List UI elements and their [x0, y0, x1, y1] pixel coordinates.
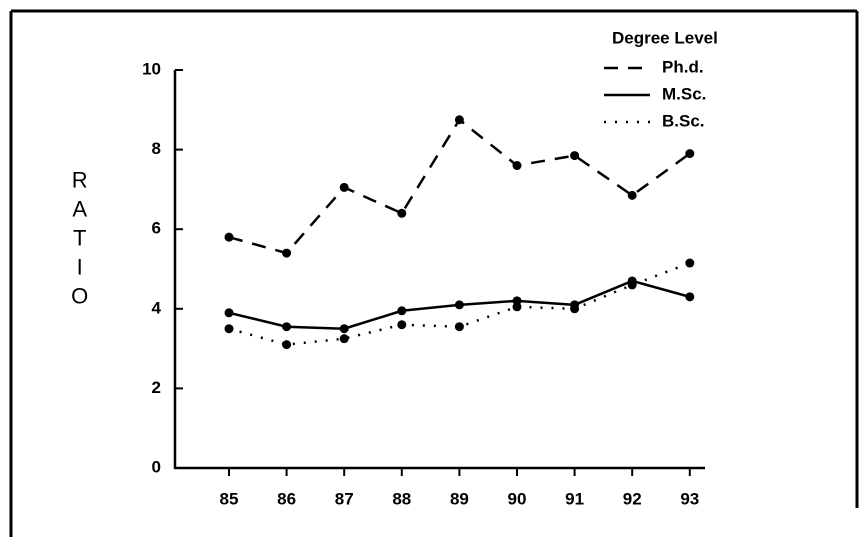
- data-point: [339, 324, 349, 334]
- data-point: [570, 151, 580, 161]
- y-tick-label: 10: [142, 59, 161, 78]
- x-tick-label: 91: [565, 489, 584, 508]
- data-point: [224, 308, 234, 318]
- data-point: [685, 149, 695, 159]
- data-point: [627, 280, 637, 290]
- series-line: [228, 117, 691, 255]
- data-point: [512, 302, 522, 312]
- x-tick-label: 90: [508, 489, 527, 508]
- data-point: [685, 258, 695, 268]
- data-point: [282, 322, 292, 332]
- y-axis-label: RATIO: [67, 168, 92, 313]
- x-tick-label: 92: [623, 489, 642, 508]
- data-point: [339, 182, 349, 192]
- legend-label: B.Sc.: [662, 111, 705, 130]
- data-point: [397, 320, 407, 330]
- x-tick-label: 85: [220, 489, 239, 508]
- data-point: [224, 324, 234, 334]
- data-point: [685, 292, 695, 302]
- data-point: [570, 304, 580, 314]
- data-point: [454, 115, 464, 125]
- data-point: [282, 340, 292, 350]
- x-tick-label: 93: [680, 489, 699, 508]
- data-point: [397, 306, 407, 316]
- y-tick-label: 2: [152, 378, 161, 397]
- data-point: [512, 161, 522, 171]
- data-point: [454, 322, 464, 332]
- data-point: [454, 300, 464, 310]
- x-tick-label: 87: [335, 489, 354, 508]
- data-point: [282, 248, 292, 258]
- legend-label: M.Sc.: [662, 84, 706, 103]
- data-point: [339, 334, 349, 344]
- y-tick-label: 0: [152, 457, 161, 476]
- legend-label: Ph.d.: [662, 57, 704, 76]
- y-tick-label: 6: [152, 219, 161, 238]
- data-point: [397, 208, 407, 218]
- data-point: [224, 232, 234, 242]
- y-tick-label: 8: [152, 139, 161, 158]
- data-point: [627, 190, 637, 200]
- x-tick-label: 89: [450, 489, 469, 508]
- x-tick-label: 88: [392, 489, 411, 508]
- x-tick-label: 86: [277, 489, 296, 508]
- y-tick-label: 4: [152, 298, 162, 317]
- legend-title: Degree Level: [612, 28, 718, 47]
